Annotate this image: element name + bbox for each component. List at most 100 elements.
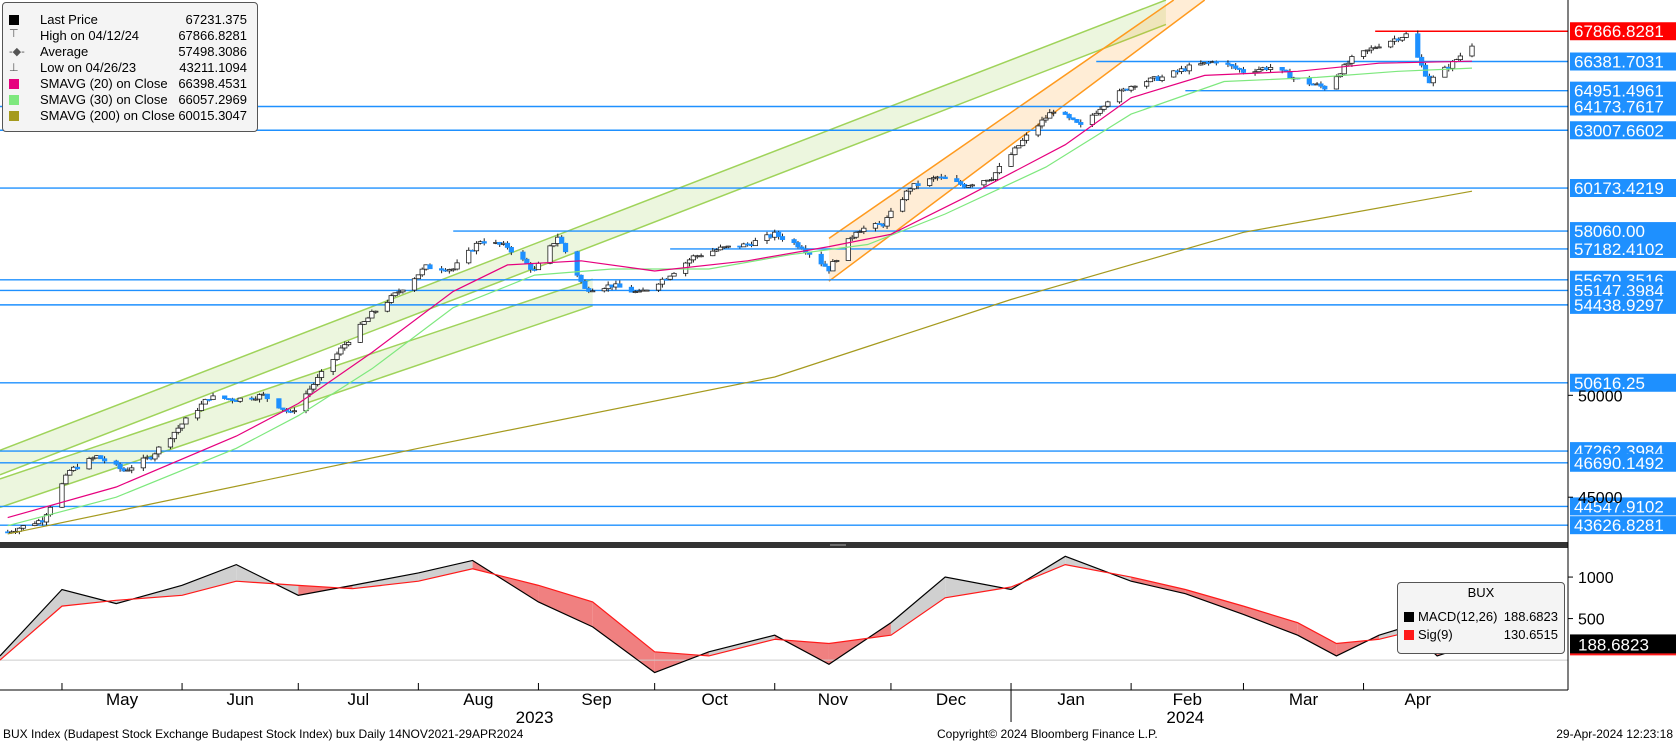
candle bbox=[574, 250, 580, 278]
candle bbox=[1341, 63, 1347, 75]
candle bbox=[101, 456, 108, 464]
candle bbox=[888, 207, 894, 219]
candle-body bbox=[59, 483, 65, 508]
candle-body bbox=[481, 241, 487, 244]
candle-body bbox=[388, 295, 394, 303]
candle bbox=[392, 292, 398, 297]
candle bbox=[113, 459, 119, 466]
price-label-text: 60173.4219 bbox=[1574, 179, 1664, 198]
candle bbox=[969, 183, 975, 188]
candle bbox=[1035, 123, 1041, 138]
channel-upper-line-orange bbox=[828, 0, 1175, 240]
candle bbox=[427, 263, 433, 270]
candle bbox=[330, 359, 336, 376]
candle-body bbox=[1093, 112, 1099, 116]
month-label: Sep bbox=[581, 690, 611, 709]
candle bbox=[140, 454, 146, 472]
candle bbox=[1333, 74, 1340, 90]
month-label: Jun bbox=[226, 690, 253, 709]
candle bbox=[776, 230, 782, 240]
candle-body bbox=[845, 238, 851, 261]
price-label-box bbox=[1570, 516, 1676, 535]
macd-fill-segment bbox=[182, 564, 237, 596]
macd-line bbox=[0, 555, 1473, 674]
candle-body bbox=[237, 397, 243, 402]
candle bbox=[1101, 105, 1107, 112]
candle-body bbox=[899, 199, 906, 212]
candle bbox=[1039, 116, 1045, 129]
candle bbox=[872, 222, 879, 232]
candle-body bbox=[888, 210, 894, 218]
candle bbox=[830, 259, 836, 272]
candle-body bbox=[1267, 67, 1274, 70]
candle-body bbox=[504, 242, 511, 248]
candle bbox=[992, 172, 999, 182]
candle bbox=[373, 310, 379, 314]
candle bbox=[791, 238, 797, 245]
candle bbox=[59, 482, 65, 508]
price-label-box bbox=[1570, 52, 1676, 71]
candle-body bbox=[628, 286, 635, 293]
candle bbox=[1415, 30, 1421, 58]
candle bbox=[958, 179, 964, 186]
candle-body bbox=[996, 166, 1003, 174]
candle-body bbox=[1376, 46, 1382, 49]
candle-body bbox=[872, 223, 879, 229]
candle-body bbox=[361, 321, 367, 325]
candle bbox=[915, 180, 921, 190]
price-label-text: 63007.6602 bbox=[1574, 121, 1664, 140]
candle bbox=[551, 243, 557, 248]
candle-body bbox=[1066, 114, 1072, 119]
candle bbox=[1469, 43, 1475, 58]
macd-fill-segment bbox=[538, 585, 593, 627]
candle-body bbox=[90, 457, 96, 460]
candle-body bbox=[438, 268, 445, 271]
candle bbox=[899, 197, 906, 213]
candle bbox=[508, 246, 514, 256]
sma20-line bbox=[7, 60, 1473, 519]
macd-value-box bbox=[1570, 634, 1676, 655]
candle bbox=[1171, 70, 1177, 78]
candle-body bbox=[101, 458, 108, 462]
candle bbox=[1062, 111, 1068, 115]
candle bbox=[989, 177, 995, 182]
macd-fill-segment bbox=[418, 560, 473, 582]
signal-line bbox=[0, 563, 1473, 661]
price-label-box bbox=[1570, 222, 1676, 241]
candle bbox=[1116, 88, 1123, 104]
candle-body bbox=[574, 251, 580, 276]
candle-body bbox=[834, 260, 840, 262]
legend-item: ⊥ Low on 04/26/23 43211.1094 bbox=[9, 60, 247, 75]
macd-fill-segment bbox=[352, 572, 419, 589]
price-panel bbox=[0, 0, 1568, 535]
candle-body bbox=[1020, 139, 1026, 147]
month-label: May bbox=[106, 690, 139, 709]
month-label: Nov bbox=[818, 690, 849, 709]
candle-body bbox=[1415, 33, 1421, 58]
legend-swatch bbox=[1404, 612, 1414, 622]
candle bbox=[438, 266, 445, 274]
price-label-text: 55147.3984 bbox=[1574, 281, 1664, 300]
channel-upper-line-green bbox=[0, 278, 593, 480]
candle-body bbox=[586, 288, 592, 292]
candle-body bbox=[965, 185, 972, 188]
candle bbox=[671, 272, 677, 277]
legend-swatch bbox=[9, 79, 19, 89]
candle bbox=[249, 396, 255, 401]
candle-body bbox=[249, 397, 255, 400]
candle bbox=[1016, 145, 1022, 149]
candle bbox=[256, 393, 263, 403]
candle bbox=[481, 238, 487, 246]
candle bbox=[617, 280, 623, 288]
candle bbox=[450, 268, 456, 272]
candle bbox=[559, 235, 565, 244]
candle-body bbox=[1147, 77, 1154, 83]
candle-body bbox=[795, 242, 801, 248]
sma200-line bbox=[7, 190, 1473, 535]
candle bbox=[578, 274, 584, 284]
candle bbox=[388, 293, 394, 304]
candle-body bbox=[264, 393, 270, 400]
candle bbox=[210, 392, 216, 401]
legend-item: SMAVG (30) on Close 66057.2969 bbox=[7, 92, 253, 108]
candle-body bbox=[1171, 70, 1177, 78]
